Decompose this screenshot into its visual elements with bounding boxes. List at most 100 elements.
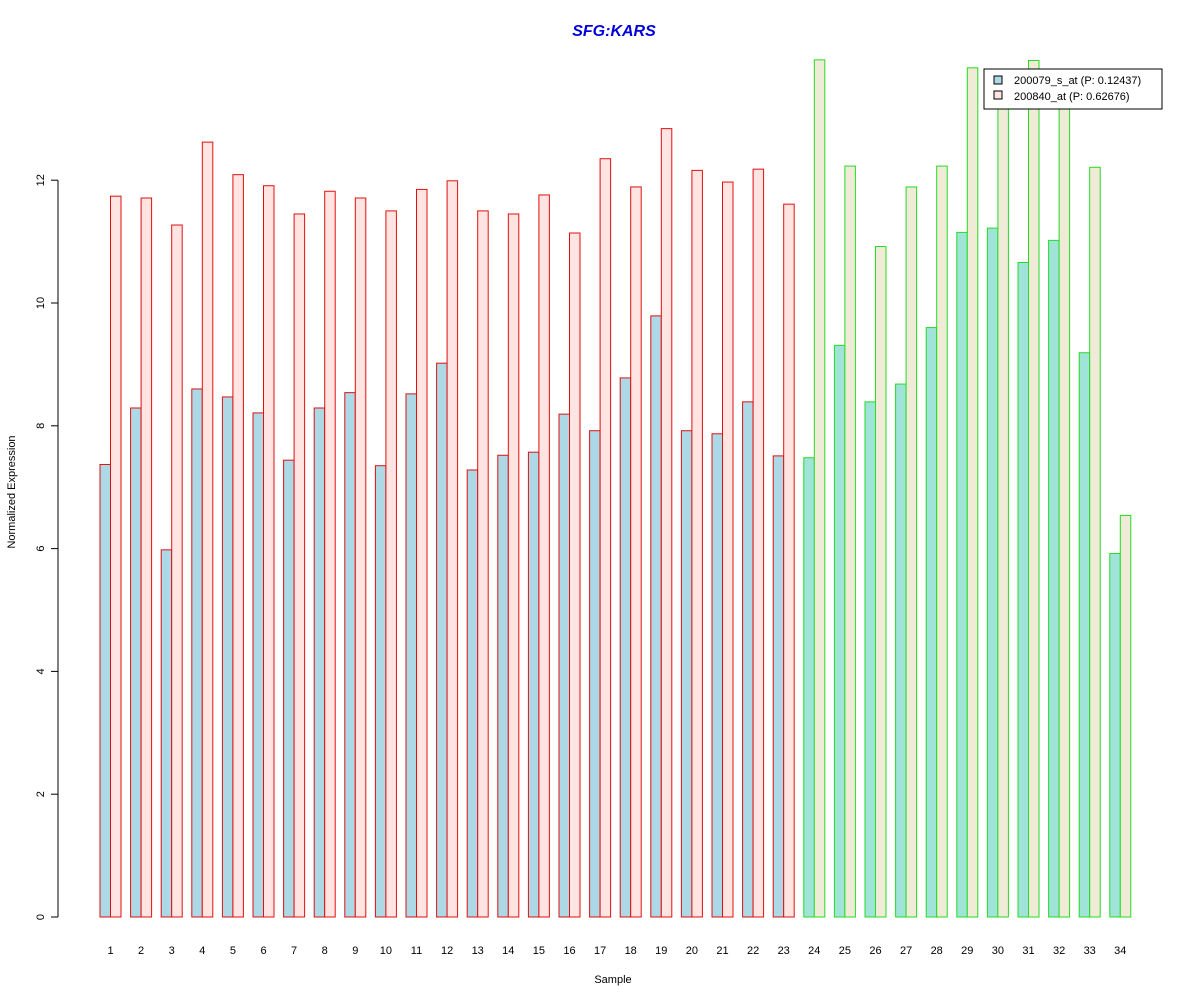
x-tick-label-25: 25	[839, 945, 851, 957]
y-tick-label-10: 10	[35, 297, 47, 309]
bar-series-1-sample-20	[680, 430, 693, 918]
bar-series-2-sample-25	[844, 165, 856, 918]
bar-series-1-sample-19	[650, 315, 662, 918]
x-tick-label-27: 27	[900, 945, 912, 957]
bar-series-2-sample-32	[1058, 86, 1071, 918]
bar-series-2-sample-30	[997, 79, 1009, 918]
x-tick-label-31: 31	[1022, 945, 1034, 957]
legend-label-series-2: 200840_at (P: 0.62676)	[1014, 91, 1130, 103]
x-tick-label-17: 17	[594, 945, 606, 957]
x-tick-label-5: 5	[230, 945, 236, 957]
bar-series-1-sample-11	[405, 393, 417, 918]
bar-series-2-sample-28	[936, 165, 948, 918]
bar-series-1-sample-4	[191, 388, 203, 918]
bar-series-1-sample-9	[344, 392, 356, 918]
bar-series-2-sample-29	[966, 67, 979, 918]
bar-series-1-sample-7	[283, 459, 295, 918]
bar-series-1-sample-29	[956, 231, 968, 918]
bar-series-1-sample-14	[497, 454, 509, 918]
y-tick-label-6: 6	[35, 546, 47, 552]
x-tick-label-18: 18	[625, 945, 637, 957]
bar-series-2-sample-27	[905, 186, 918, 918]
bar-series-2-sample-13	[477, 210, 489, 918]
bar-series-1-sample-13	[466, 469, 479, 918]
bar-series-2-sample-10	[385, 210, 397, 918]
bar-series-2-sample-22	[752, 168, 765, 918]
bar-series-1-sample-6	[252, 412, 264, 918]
bar-series-1-sample-2	[130, 407, 142, 918]
bar-series-2-sample-23	[783, 203, 795, 918]
x-tick-label-28: 28	[931, 945, 943, 957]
x-tick-label-13: 13	[472, 945, 484, 957]
bar-series-1-sample-32	[1048, 239, 1060, 918]
x-tick-label-9: 9	[352, 945, 358, 957]
bar-series-2-sample-3	[171, 224, 183, 918]
bar-series-2-sample-6	[263, 185, 275, 918]
bar-series-2-sample-7	[293, 213, 306, 918]
bar-series-1-sample-26	[864, 401, 876, 918]
x-tick-label-8: 8	[322, 945, 328, 957]
x-tick-label-19: 19	[655, 945, 667, 957]
x-tick-label-29: 29	[961, 945, 973, 957]
x-tick-label-10: 10	[380, 945, 392, 957]
bar-series-1-sample-3	[160, 549, 173, 918]
bar-series-2-sample-12	[446, 180, 459, 918]
bar-series-2-sample-14	[507, 213, 520, 918]
bar-series-1-sample-34	[1109, 553, 1121, 918]
bar-series-1-sample-22	[742, 401, 754, 918]
x-tick-label-21: 21	[716, 945, 728, 957]
bar-series-1-sample-5	[221, 396, 234, 918]
bar-series-2-sample-9	[354, 197, 367, 918]
bar-series-1-sample-31	[1017, 261, 1029, 918]
bar-series-1-sample-12	[436, 362, 448, 918]
bars-layer	[99, 59, 1132, 918]
bar-series-1-sample-23	[772, 455, 785, 918]
x-tick-label-23: 23	[778, 945, 790, 957]
x-tick-label-20: 20	[686, 945, 698, 957]
bar-series-1-sample-18	[619, 377, 632, 918]
x-tick-label-3: 3	[169, 945, 175, 957]
bar-series-1-sample-21	[711, 433, 723, 918]
x-axis-labels: 1 2 3 4 5 6 7 8 9 10 11 12 13 14 15 16 17 18 19 20 21 22 23 24 2…	[107, 945, 1126, 957]
bar-series-1-sample-8	[313, 407, 326, 918]
bar-series-1-sample-17	[589, 430, 601, 918]
bar-series-1-sample-15	[527, 451, 540, 918]
bar-series-1-sample-16	[558, 413, 570, 918]
bar-series-2-sample-17	[599, 158, 612, 918]
x-tick-label-14: 14	[502, 945, 514, 957]
x-tick-label-24: 24	[808, 945, 820, 957]
x-tick-label-1: 1	[107, 945, 113, 957]
bar-series-2-sample-15	[538, 194, 550, 918]
y-tick-label-4: 4	[35, 668, 47, 674]
bar-series-2-sample-16	[569, 232, 581, 918]
bar-series-2-sample-21	[722, 181, 734, 918]
bar-series-1-sample-30	[986, 227, 999, 918]
bar-series-2-sample-19	[660, 128, 673, 918]
bar-series-1-sample-24	[803, 457, 815, 918]
y-tick-label-8: 8	[35, 423, 47, 429]
bar-series-2-sample-5	[232, 174, 244, 918]
x-tick-label-30: 30	[992, 945, 1004, 957]
y-axis: 0 2 4 6 8 10 12	[35, 174, 59, 920]
x-tick-label-32: 32	[1053, 945, 1065, 957]
x-tick-label-22: 22	[747, 945, 759, 957]
bar-series-2-sample-1	[110, 195, 122, 918]
x-tick-label-11: 11	[411, 945, 422, 957]
x-tick-label-7: 7	[291, 945, 297, 957]
legend-box	[983, 68, 1163, 110]
legend: 200079_s_at (P: 0.12437) 200840_at (P: 0…	[983, 68, 1163, 110]
bar-series-2-sample-18	[630, 186, 642, 918]
x-tick-label-2: 2	[138, 945, 144, 957]
bar-series-2-sample-26	[875, 246, 887, 918]
chart-title: SFG:KARS	[572, 23, 656, 40]
x-tick-label-6: 6	[260, 945, 266, 957]
x-tick-label-34: 34	[1114, 945, 1126, 957]
x-tick-label-33: 33	[1084, 945, 1096, 957]
y-tick-label-0: 0	[35, 914, 47, 920]
bar-series-1-sample-10	[374, 465, 387, 918]
legend-swatch-series-2	[993, 90, 1003, 100]
bar-series-2-sample-4	[201, 141, 214, 918]
legend-label-series-1: 200079_s_at (P: 0.12437)	[1014, 75, 1141, 87]
bar-series-2-sample-20	[691, 169, 703, 918]
